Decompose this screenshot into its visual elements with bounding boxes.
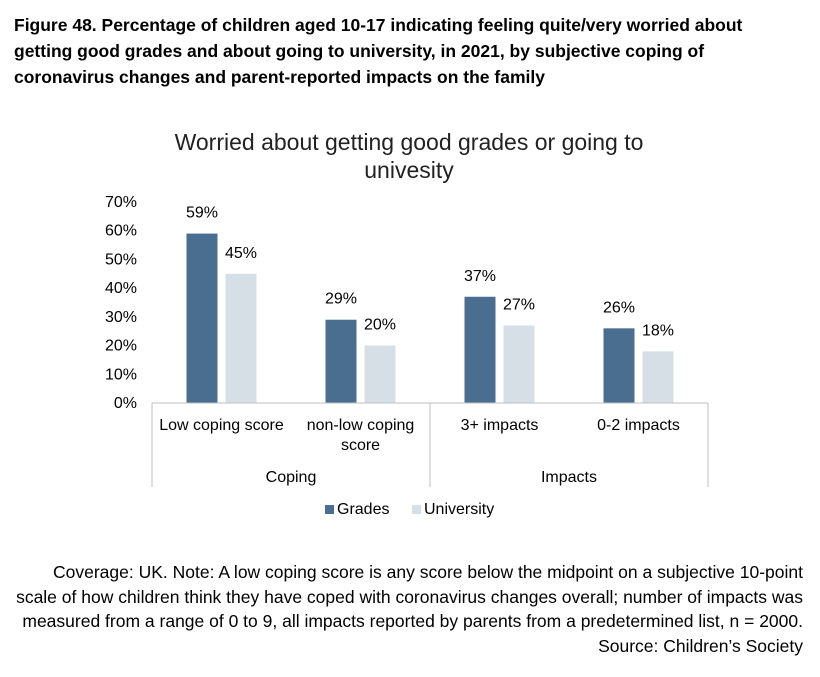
category-label: 0-2 impacts: [597, 417, 680, 434]
group-label: Impacts: [541, 469, 597, 486]
chart-title-line-1: Worried about getting good grades or goi…: [175, 129, 644, 155]
chart-title-line-2: univesity: [364, 157, 454, 183]
category-label: 3+ impacts: [461, 417, 539, 434]
y-tick-label: 70%: [105, 194, 137, 211]
bar-university-4: [642, 351, 674, 403]
y-tick-label: 50%: [105, 251, 137, 268]
data-label: 20%: [364, 317, 396, 334]
data-label: 59%: [186, 205, 218, 222]
y-tick-label: 40%: [105, 280, 137, 297]
category-label: score: [341, 437, 380, 454]
data-label: 29%: [325, 291, 357, 308]
y-tick-label: 60%: [105, 223, 137, 240]
data-label: 18%: [642, 322, 674, 339]
bar-grades-1: [186, 233, 218, 403]
bar-grades-2: [325, 319, 357, 403]
bar-university-3: [503, 325, 535, 403]
bar-university-2: [364, 345, 396, 403]
y-tick-label: 20%: [105, 338, 137, 355]
group-label: Coping: [266, 469, 317, 486]
legend-swatch-university: [412, 505, 421, 514]
category-label: Low coping score: [159, 417, 284, 434]
coverage-note: Coverage: UK. Note: A low coping score i…: [16, 562, 803, 656]
legend-label-grades: Grades: [337, 501, 389, 518]
bar-university-1: [225, 273, 257, 403]
y-tick-label: 0%: [114, 395, 137, 412]
bar-chart: Worried about getting good grades or goi…: [105, 129, 709, 518]
legend-label-university: University: [424, 501, 494, 518]
data-label: 27%: [503, 296, 535, 313]
category-label: non-low coping: [307, 417, 415, 434]
data-label: 37%: [464, 268, 496, 285]
data-label: 26%: [603, 299, 635, 316]
bar-grades-3: [464, 296, 496, 403]
bar-grades-4: [603, 328, 635, 403]
data-label: 45%: [225, 245, 257, 262]
y-tick-label: 30%: [105, 309, 137, 326]
figure-heading: Figure 48. Percentage of children aged 1…: [14, 15, 743, 87]
legend-swatch-grades: [325, 505, 334, 514]
y-tick-label: 10%: [105, 366, 137, 383]
